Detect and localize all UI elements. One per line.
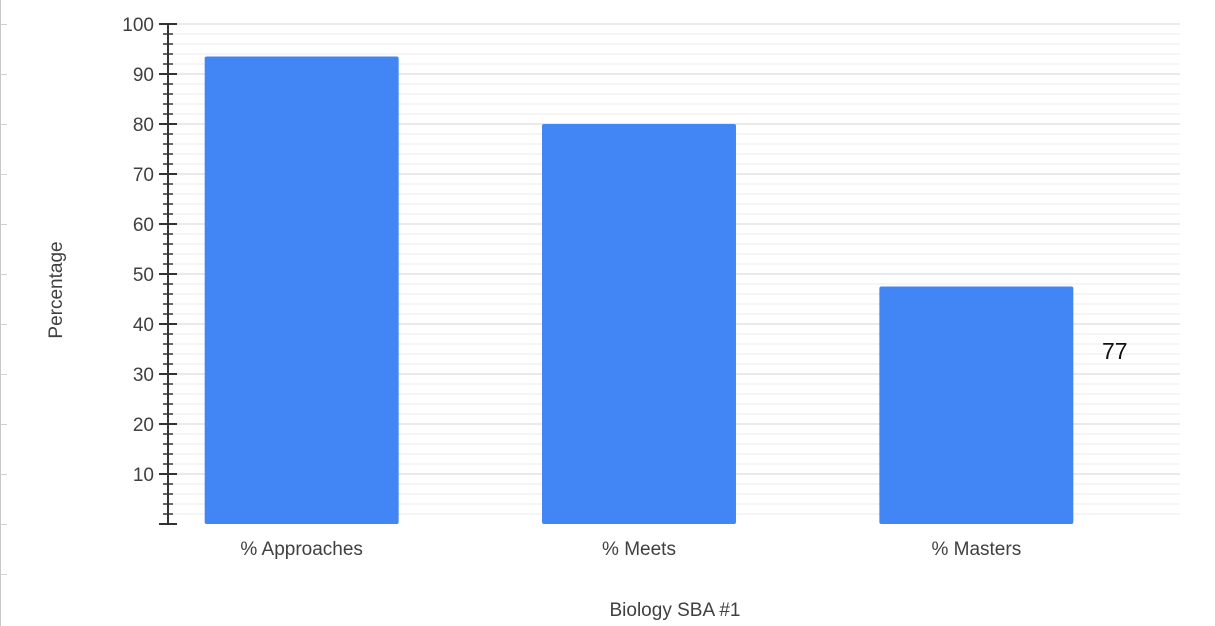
x-tick-label: % Meets <box>602 539 676 560</box>
y-tick-label: 10 <box>133 465 154 486</box>
y-tick-label: 60 <box>133 215 154 236</box>
x-tick-labels: % Approaches % Meets % Masters <box>240 539 1021 560</box>
y-tick-label: 100 <box>122 15 154 36</box>
y-tick-label: 40 <box>133 315 154 336</box>
bar <box>879 287 1073 525</box>
y-tick-label: 50 <box>133 265 154 286</box>
y-axis-title: Percentage <box>46 241 67 338</box>
y-tick-label: 90 <box>133 65 154 86</box>
annotation-label: 77 <box>1102 338 1128 365</box>
y-tick-label: 20 <box>133 415 154 436</box>
bar <box>542 124 736 524</box>
x-axis-title: Biology SBA #1 <box>610 600 741 621</box>
y-axis <box>159 24 177 524</box>
y-tick-labels: 10 20 30 40 50 60 70 80 90 100 <box>122 15 154 486</box>
bar <box>205 57 399 525</box>
x-tick-label: % Approaches <box>240 539 363 560</box>
y-tick-label: 30 <box>133 365 154 386</box>
x-tick-label: % Masters <box>931 539 1021 560</box>
bars <box>205 57 1074 525</box>
y-tick-label: 70 <box>133 165 154 186</box>
y-tick-label: 80 <box>133 115 154 136</box>
